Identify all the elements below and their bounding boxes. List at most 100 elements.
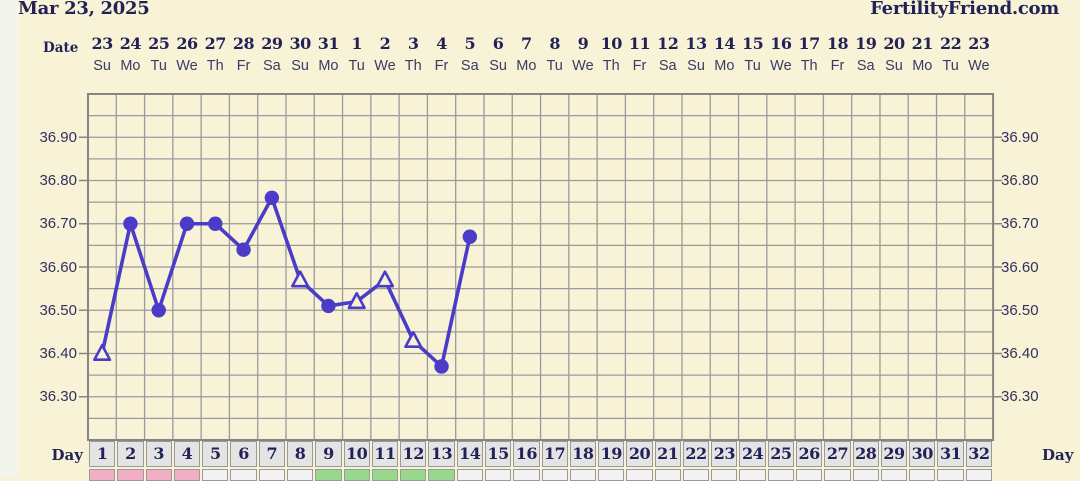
cycle-day-cell-10[interactable]: 10 <box>343 441 370 467</box>
date-header-row: 23 24 25 26 27 28 29 30 31 1 2 3 4 5 6 7 8 9 10 11 12 13 14 15 1… <box>88 34 993 56</box>
cycle-day-cell-8[interactable]: 8 <box>286 441 314 467</box>
date-cell-31: 22 <box>939 34 962 53</box>
temp-point-day-3[interactable] <box>151 303 166 318</box>
cycle-day-cell-7[interactable]: 7 <box>258 441 285 467</box>
weekday-cell-4: We <box>176 58 198 74</box>
phase-color-row <box>88 469 993 481</box>
cycle-day-cell-9[interactable]: 9 <box>315 441 342 467</box>
cycle-day-cell-31[interactable]: 31 <box>937 441 964 467</box>
phase-cell-7 <box>258 469 285 481</box>
date-cell-30: 21 <box>911 34 934 53</box>
weekday-cell-16: Mo <box>516 58 537 74</box>
temp-point-day-9[interactable] <box>321 298 336 314</box>
temp-point-day-13[interactable] <box>434 359 449 374</box>
cycle-day-cell-24[interactable]: 24 <box>739 441 766 467</box>
date-cell-17: 8 <box>549 34 560 53</box>
cycle-day-cell-5[interactable]: 5 <box>202 441 229 467</box>
cycle-day-cell-25[interactable]: 25 <box>767 441 795 467</box>
page-left-margin <box>0 0 18 477</box>
temp-point-day-5[interactable] <box>208 216 223 231</box>
temp-point-open-day-10[interactable] <box>347 292 366 310</box>
phase-cell-2 <box>117 469 144 481</box>
cycle-day-cell-20[interactable]: 20 <box>626 441 653 467</box>
cycle-day-cell-1[interactable]: 1 <box>89 441 116 467</box>
cycle-day-cell-12[interactable]: 12 <box>400 441 427 467</box>
phase-cell-10 <box>343 469 370 481</box>
weekday-cell-12: Th <box>404 58 422 74</box>
weekday-cell-8: Su <box>291 58 309 74</box>
weekday-cell-1: Su <box>93 58 112 74</box>
weekday-cell-9: Mo <box>318 58 339 74</box>
temp-point-open-day-11[interactable] <box>375 270 395 288</box>
date-cell-14: 5 <box>464 34 476 53</box>
phase-cell-28 <box>852 469 879 481</box>
date-cell-20: 11 <box>628 34 651 53</box>
y-label-left-36.90: 36.90 <box>39 128 77 146</box>
weekday-cell-24: Tu <box>744 58 761 74</box>
y-label-right-36.90: 36.90 <box>1001 128 1039 146</box>
cycle-day-cell-16[interactable]: 16 <box>513 441 540 467</box>
cycle-day-cell-3[interactable]: 3 <box>145 441 172 467</box>
date-cell-22: 13 <box>685 34 707 53</box>
cycle-day-cell-26[interactable]: 26 <box>796 441 823 467</box>
y-label-right-36.80: 36.80 <box>1001 172 1039 189</box>
phase-cell-12 <box>400 469 427 481</box>
date-row-label: Date <box>43 40 79 56</box>
temp-point-day-4[interactable] <box>179 216 195 231</box>
weekday-cell-23: Mo <box>714 58 735 74</box>
cycle-day-cell-6[interactable]: 6 <box>230 441 257 467</box>
cycle-day-cell-19[interactable]: 19 <box>598 441 625 467</box>
date-cell-5: 27 <box>204 34 227 53</box>
cycle-day-cell-28[interactable]: 28 <box>852 441 879 467</box>
weekday-cell-26: Th <box>800 58 818 74</box>
date-cell-24: 15 <box>741 34 764 53</box>
cycle-day-cell-22[interactable]: 22 <box>682 441 710 467</box>
cycle-day-cell-29[interactable]: 29 <box>880 441 908 467</box>
temp-point-day-14[interactable] <box>462 229 478 244</box>
weekday-cell-30: Mo <box>912 58 933 74</box>
cycle-day-cell-14[interactable]: 14 <box>456 441 483 467</box>
weekday-cell-18: We <box>572 58 594 74</box>
cycle-day-cell-23[interactable]: 23 <box>711 441 738 467</box>
cycle-day-cell-17[interactable]: 17 <box>541 441 568 467</box>
day-row-label-left: Day <box>51 446 83 464</box>
day-row-label-right: Day <box>1042 446 1074 464</box>
y-label-right-36.70: 36.70 <box>1001 215 1039 233</box>
date-cell-8: 30 <box>289 34 311 53</box>
cycle-day-cell-27[interactable]: 27 <box>824 441 851 467</box>
phase-cell-25 <box>767 469 795 481</box>
temp-point-open-day-8[interactable] <box>291 270 310 288</box>
temp-point-day-7[interactable] <box>264 190 280 205</box>
date-cell-1: 23 <box>91 34 114 53</box>
fertilityfriend-logo-link[interactable]: FertilityFriend.com <box>870 0 1059 19</box>
weekday-cell-28: Sa <box>856 58 875 74</box>
cycle-day-cell-15[interactable]: 15 <box>484 441 512 467</box>
temp-point-open-day-12[interactable] <box>404 330 423 349</box>
cycle-day-cell-32[interactable]: 32 <box>965 441 992 467</box>
weekday-cell-13: Fr <box>434 58 449 74</box>
phase-cell-1 <box>89 469 116 481</box>
temp-point-day-2[interactable] <box>123 216 138 231</box>
date-cell-13: 4 <box>436 34 447 53</box>
cycle-day-cell-4[interactable]: 4 <box>173 441 201 467</box>
phase-cell-11 <box>371 469 399 481</box>
phase-cell-5 <box>202 469 229 481</box>
phase-cell-16 <box>513 469 540 481</box>
cycle-day-cell-21[interactable]: 21 <box>654 441 681 467</box>
date-cell-18: 9 <box>577 34 589 53</box>
cycle-day-cell-2[interactable]: 2 <box>117 441 144 467</box>
weekday-cell-20: Fr <box>632 58 647 74</box>
temp-point-open-day-1[interactable] <box>93 343 112 361</box>
cycle-day-cell-30[interactable]: 30 <box>909 441 936 467</box>
temperature-line <box>100 196 472 369</box>
temp-point-day-6[interactable] <box>236 242 251 257</box>
weekday-cell-32: We <box>968 58 990 74</box>
cycle-day-cell-11[interactable]: 11 <box>371 441 399 467</box>
date-cell-6: 28 <box>232 34 255 53</box>
cycle-day-cell-13[interactable]: 13 <box>428 441 455 467</box>
phase-cell-26 <box>796 469 823 481</box>
phase-cell-24 <box>739 469 766 481</box>
phase-cell-21 <box>654 469 681 481</box>
cycle-day-cell-18[interactable]: 18 <box>569 441 597 467</box>
weekday-cell-7: Sa <box>262 58 281 74</box>
